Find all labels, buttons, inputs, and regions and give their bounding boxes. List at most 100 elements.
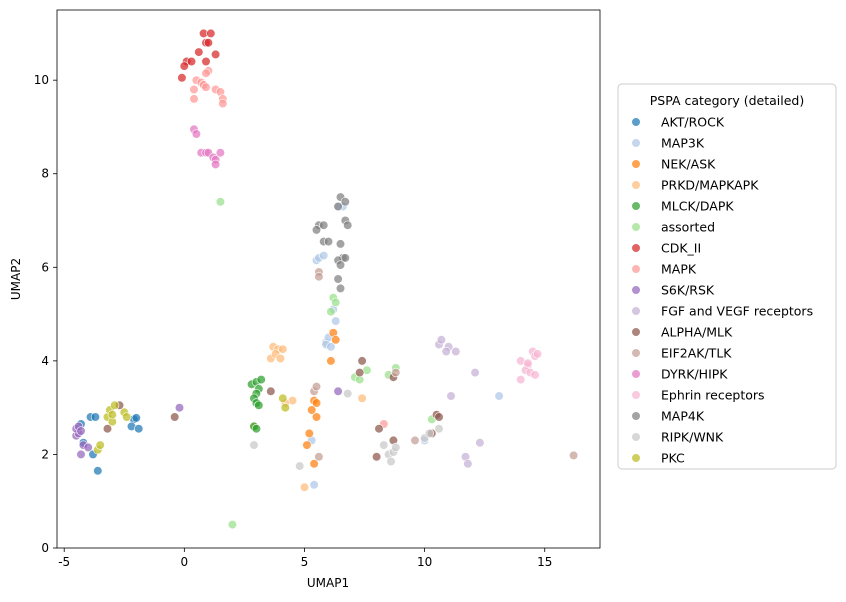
legend-marker — [631, 180, 641, 190]
data-point — [90, 412, 100, 422]
data-point — [340, 253, 350, 263]
legend-marker — [631, 285, 641, 295]
data-point — [331, 297, 341, 308]
y-tick-label: 6 — [41, 260, 49, 274]
data-point — [532, 349, 543, 359]
data-point — [311, 398, 322, 408]
legend-marker — [631, 264, 641, 274]
data-point — [206, 28, 216, 39]
legend-label: EIF2AK/TLK — [661, 346, 732, 361]
data-point — [83, 442, 93, 453]
data-point — [386, 456, 396, 467]
data-point — [134, 424, 144, 434]
data-point — [309, 459, 319, 469]
x-tick-label: 10 — [417, 555, 432, 569]
data-point — [494, 391, 504, 401]
data-point — [275, 353, 286, 364]
data-point — [201, 68, 211, 78]
data-point — [251, 424, 261, 434]
data-point — [335, 283, 346, 294]
legend-marker — [631, 432, 641, 442]
data-point — [355, 368, 365, 378]
data-point — [323, 237, 334, 247]
data-point — [189, 84, 199, 95]
data-point — [436, 335, 447, 345]
data-point — [331, 316, 341, 326]
legend-marker — [631, 369, 641, 379]
legend-label: NEK/ASK — [661, 157, 716, 172]
data-point — [309, 480, 319, 490]
data-point — [299, 482, 310, 492]
data-point — [451, 346, 461, 357]
legend-label: assorted — [661, 220, 715, 235]
data-point — [311, 412, 322, 422]
x-axis: -5 0 5 10 15 — [58, 548, 552, 569]
legend-marker — [631, 390, 641, 400]
data-point — [302, 440, 312, 450]
y-tick-label: 10 — [34, 73, 49, 87]
data-point — [304, 428, 314, 439]
data-point — [424, 428, 435, 439]
data-point — [335, 260, 346, 270]
points-layer — [71, 28, 579, 530]
data-point — [391, 368, 401, 378]
data-point — [326, 356, 336, 366]
legend-label: Ephrin receptors — [661, 388, 765, 403]
data-point — [280, 403, 290, 413]
data-point — [335, 239, 346, 249]
legend-item: FGF and VEGF receptors — [631, 304, 813, 319]
legend-title: PSPA category (detailed) — [650, 93, 804, 108]
legend-marker — [631, 243, 641, 253]
legend-label: PRKD/MAPKAPK — [661, 178, 759, 193]
data-point — [311, 382, 322, 392]
legend-marker — [631, 327, 641, 337]
data-point — [211, 49, 221, 60]
legend-marker — [631, 411, 641, 421]
data-point — [179, 61, 189, 71]
data-point — [319, 220, 329, 230]
legend-label: PKC — [661, 451, 685, 466]
data-point — [122, 412, 132, 422]
legend-item: S6K/RSK — [631, 283, 715, 298]
legend-item: AKT/ROCK — [631, 115, 725, 130]
x-tick-label: 15 — [537, 555, 552, 569]
legend-item: PKC — [631, 451, 685, 466]
data-point — [249, 440, 259, 450]
legend-label: DYRK/HIPK — [661, 367, 728, 382]
legend-label: MAPK — [661, 262, 697, 277]
data-point — [343, 220, 353, 230]
data-point — [333, 386, 343, 396]
data-point — [357, 356, 367, 366]
legend-item: assorted — [631, 220, 715, 235]
x-tick-label: -5 — [58, 555, 70, 569]
legend-marker — [631, 222, 641, 232]
data-point — [95, 440, 105, 450]
legend-item: EIF2AK/TLK — [631, 346, 732, 361]
data-point — [307, 405, 317, 415]
data-point — [331, 335, 341, 345]
data-point — [470, 368, 480, 378]
data-point — [215, 197, 225, 207]
plot-area — [56, 9, 601, 549]
legend: PSPA category (detailed) AKT/ROCK MAP3K NE… — [617, 83, 837, 470]
data-point — [441, 346, 451, 357]
data-point — [266, 386, 276, 396]
data-point — [523, 358, 533, 368]
legend-item: Ephrin receptors — [631, 388, 765, 403]
data-point — [314, 452, 324, 462]
data-point — [218, 98, 228, 109]
data-point — [76, 426, 86, 436]
data-point — [326, 342, 336, 352]
data-point — [446, 391, 456, 401]
data-point — [391, 442, 401, 453]
x-axis-title: UMAP1 — [307, 576, 349, 590]
data-point — [170, 412, 180, 422]
y-tick-label: 8 — [41, 167, 49, 181]
legend-marker — [631, 306, 641, 316]
data-point — [189, 94, 199, 104]
data-point — [186, 56, 197, 67]
x-tick-label: 5 — [301, 555, 309, 569]
data-point — [516, 375, 526, 385]
data-point — [177, 73, 187, 83]
